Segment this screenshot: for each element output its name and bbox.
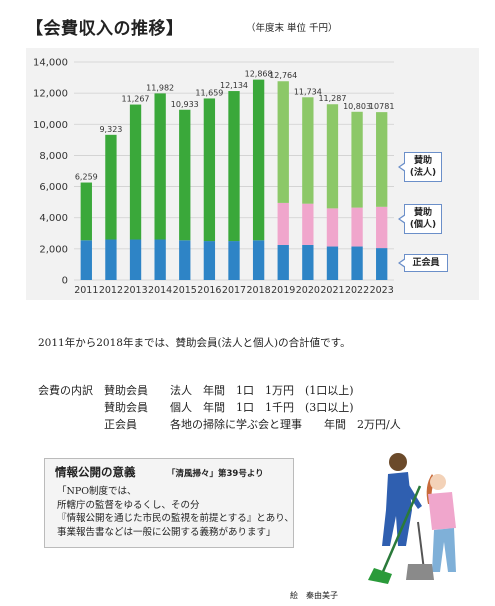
x-tick-label: 2023 xyxy=(370,285,394,296)
total-data-label: 6,259 xyxy=(75,173,98,182)
bar-segment xyxy=(277,81,289,203)
total-data-label: 12,868 xyxy=(245,70,273,79)
y-tick-label: 6,000 xyxy=(39,182,68,193)
bar-segment xyxy=(302,97,314,204)
total-data-label: 11,267 xyxy=(122,95,150,104)
bar-segment xyxy=(326,208,339,247)
bar-segment xyxy=(228,91,240,242)
x-tick-label: 2022 xyxy=(345,285,369,296)
membership-fee-chart: 0 2,000 4,000 6,000 8,000 10,000 12,000 14,000 6… xyxy=(33,58,394,297)
callout-regular: 正会員 xyxy=(398,254,448,272)
bar-segment xyxy=(351,111,363,208)
bar-segment xyxy=(80,182,92,241)
total-data-label: 10,933 xyxy=(171,100,199,109)
y-tick-label: 4,000 xyxy=(39,213,68,224)
cleaning-people-illustration xyxy=(368,453,456,584)
bar-segment xyxy=(203,98,216,242)
bar-segment xyxy=(179,240,191,280)
bar-segment xyxy=(326,246,339,280)
chart-note: 2011年から2018年までは、賛助会員(法人と個人)の合計値です。 xyxy=(38,337,351,349)
total-data-label: 12,764 xyxy=(269,71,297,80)
x-tick-label: 2018 xyxy=(247,285,271,296)
callout-individual: 賛助 (個人) xyxy=(398,204,442,234)
bar-segment xyxy=(302,244,314,280)
bar-segment xyxy=(351,207,363,247)
x-tick-label: 2017 xyxy=(222,285,246,296)
total-data-label: 11,734 xyxy=(294,87,322,96)
y-tick-label: 12,000 xyxy=(33,89,68,100)
y-tick-label: 8,000 xyxy=(39,151,68,162)
bar-segment xyxy=(326,104,339,209)
page-title: 【会費収入の推移】 xyxy=(26,19,184,39)
bar-segment xyxy=(376,112,388,207)
breakdown-row-corporate: 会費の内訳 賛助会員 法人 年間 1口 1万円 (1口以上) xyxy=(38,384,354,397)
bar-segment xyxy=(154,239,166,280)
bar-segment xyxy=(252,79,265,241)
bar-segment xyxy=(252,240,265,280)
x-tick-label: 2019 xyxy=(271,285,295,296)
x-tick-label: 2016 xyxy=(197,285,221,296)
bar-segment xyxy=(80,240,92,280)
info-disclosure-box: 情報公開の意義 「清風掃々」第39号より 「NPO制度では、 所轄庁の監督をゆる… xyxy=(44,458,294,548)
x-tick-label: 2012 xyxy=(99,285,123,296)
x-tick-label: 2013 xyxy=(123,285,147,296)
breakdown-row-regular: 正会員 各地の掃除に学ぶ会と理事 年間 2万円/人 xyxy=(38,418,401,431)
bar-segment xyxy=(129,239,142,280)
bar-segment xyxy=(105,134,117,240)
bar-segment xyxy=(302,203,314,245)
y-tick-label: 14,000 xyxy=(33,58,68,69)
x-tick-label: 2021 xyxy=(320,285,344,296)
info-source: 「清風掃々」第39号より xyxy=(167,469,264,479)
total-data-label: 11,287 xyxy=(318,94,346,103)
info-body: 「NPO制度では、 所轄庁の監督をゆるくし、その分 『情報公開を通じた市民の監視… xyxy=(57,486,294,538)
total-data-label: 10,803 xyxy=(343,102,371,111)
illustration-credit: 絵 秦由美子 xyxy=(290,591,338,600)
total-data-label: 11,659 xyxy=(195,88,223,97)
x-tick-label: 2020 xyxy=(296,285,320,296)
person-head-icon xyxy=(389,453,407,471)
bar-segment xyxy=(351,246,363,280)
chart-panel: 0 2,000 4,000 6,000 8,000 10,000 12,000 14,000 6… xyxy=(26,48,479,300)
total-data-label: 12,134 xyxy=(220,81,248,90)
bar-segment xyxy=(105,239,117,280)
bar-segment xyxy=(179,109,191,241)
y-tick-label: 10,000 xyxy=(33,120,68,131)
x-tick-label: 2014 xyxy=(148,285,172,296)
bar-segment xyxy=(376,248,388,280)
bar-segment xyxy=(277,202,289,245)
bar-segment xyxy=(154,93,166,240)
callout-corporate: 賛助 (法人) xyxy=(398,152,442,182)
x-tick-label: 2011 xyxy=(74,285,98,296)
info-title: 情報公開の意義 xyxy=(55,465,136,479)
bar-segment xyxy=(228,241,240,280)
bar-segment xyxy=(277,244,289,280)
x-tick-label: 2015 xyxy=(173,285,197,296)
bar-segment xyxy=(203,241,216,280)
total-data-label: 10781 xyxy=(369,102,394,111)
bar-segment xyxy=(376,206,388,249)
total-data-label: 9,323 xyxy=(99,125,122,134)
y-tick-label: 0 xyxy=(62,276,68,287)
unit-note: （年度末 単位 千円） xyxy=(246,23,338,34)
y-tick-label: 2,000 xyxy=(39,244,68,255)
breakdown-row-individual: 賛助会員 個人 年間 1口 1千円 (3口以上) xyxy=(38,401,354,414)
bar-segment xyxy=(129,104,142,240)
fee-breakdown: 会費の内訳 賛助会員 法人 年間 1口 1万円 (1口以上) 賛助会員 個人 年… xyxy=(38,382,401,433)
total-data-label: 11,982 xyxy=(146,83,174,92)
